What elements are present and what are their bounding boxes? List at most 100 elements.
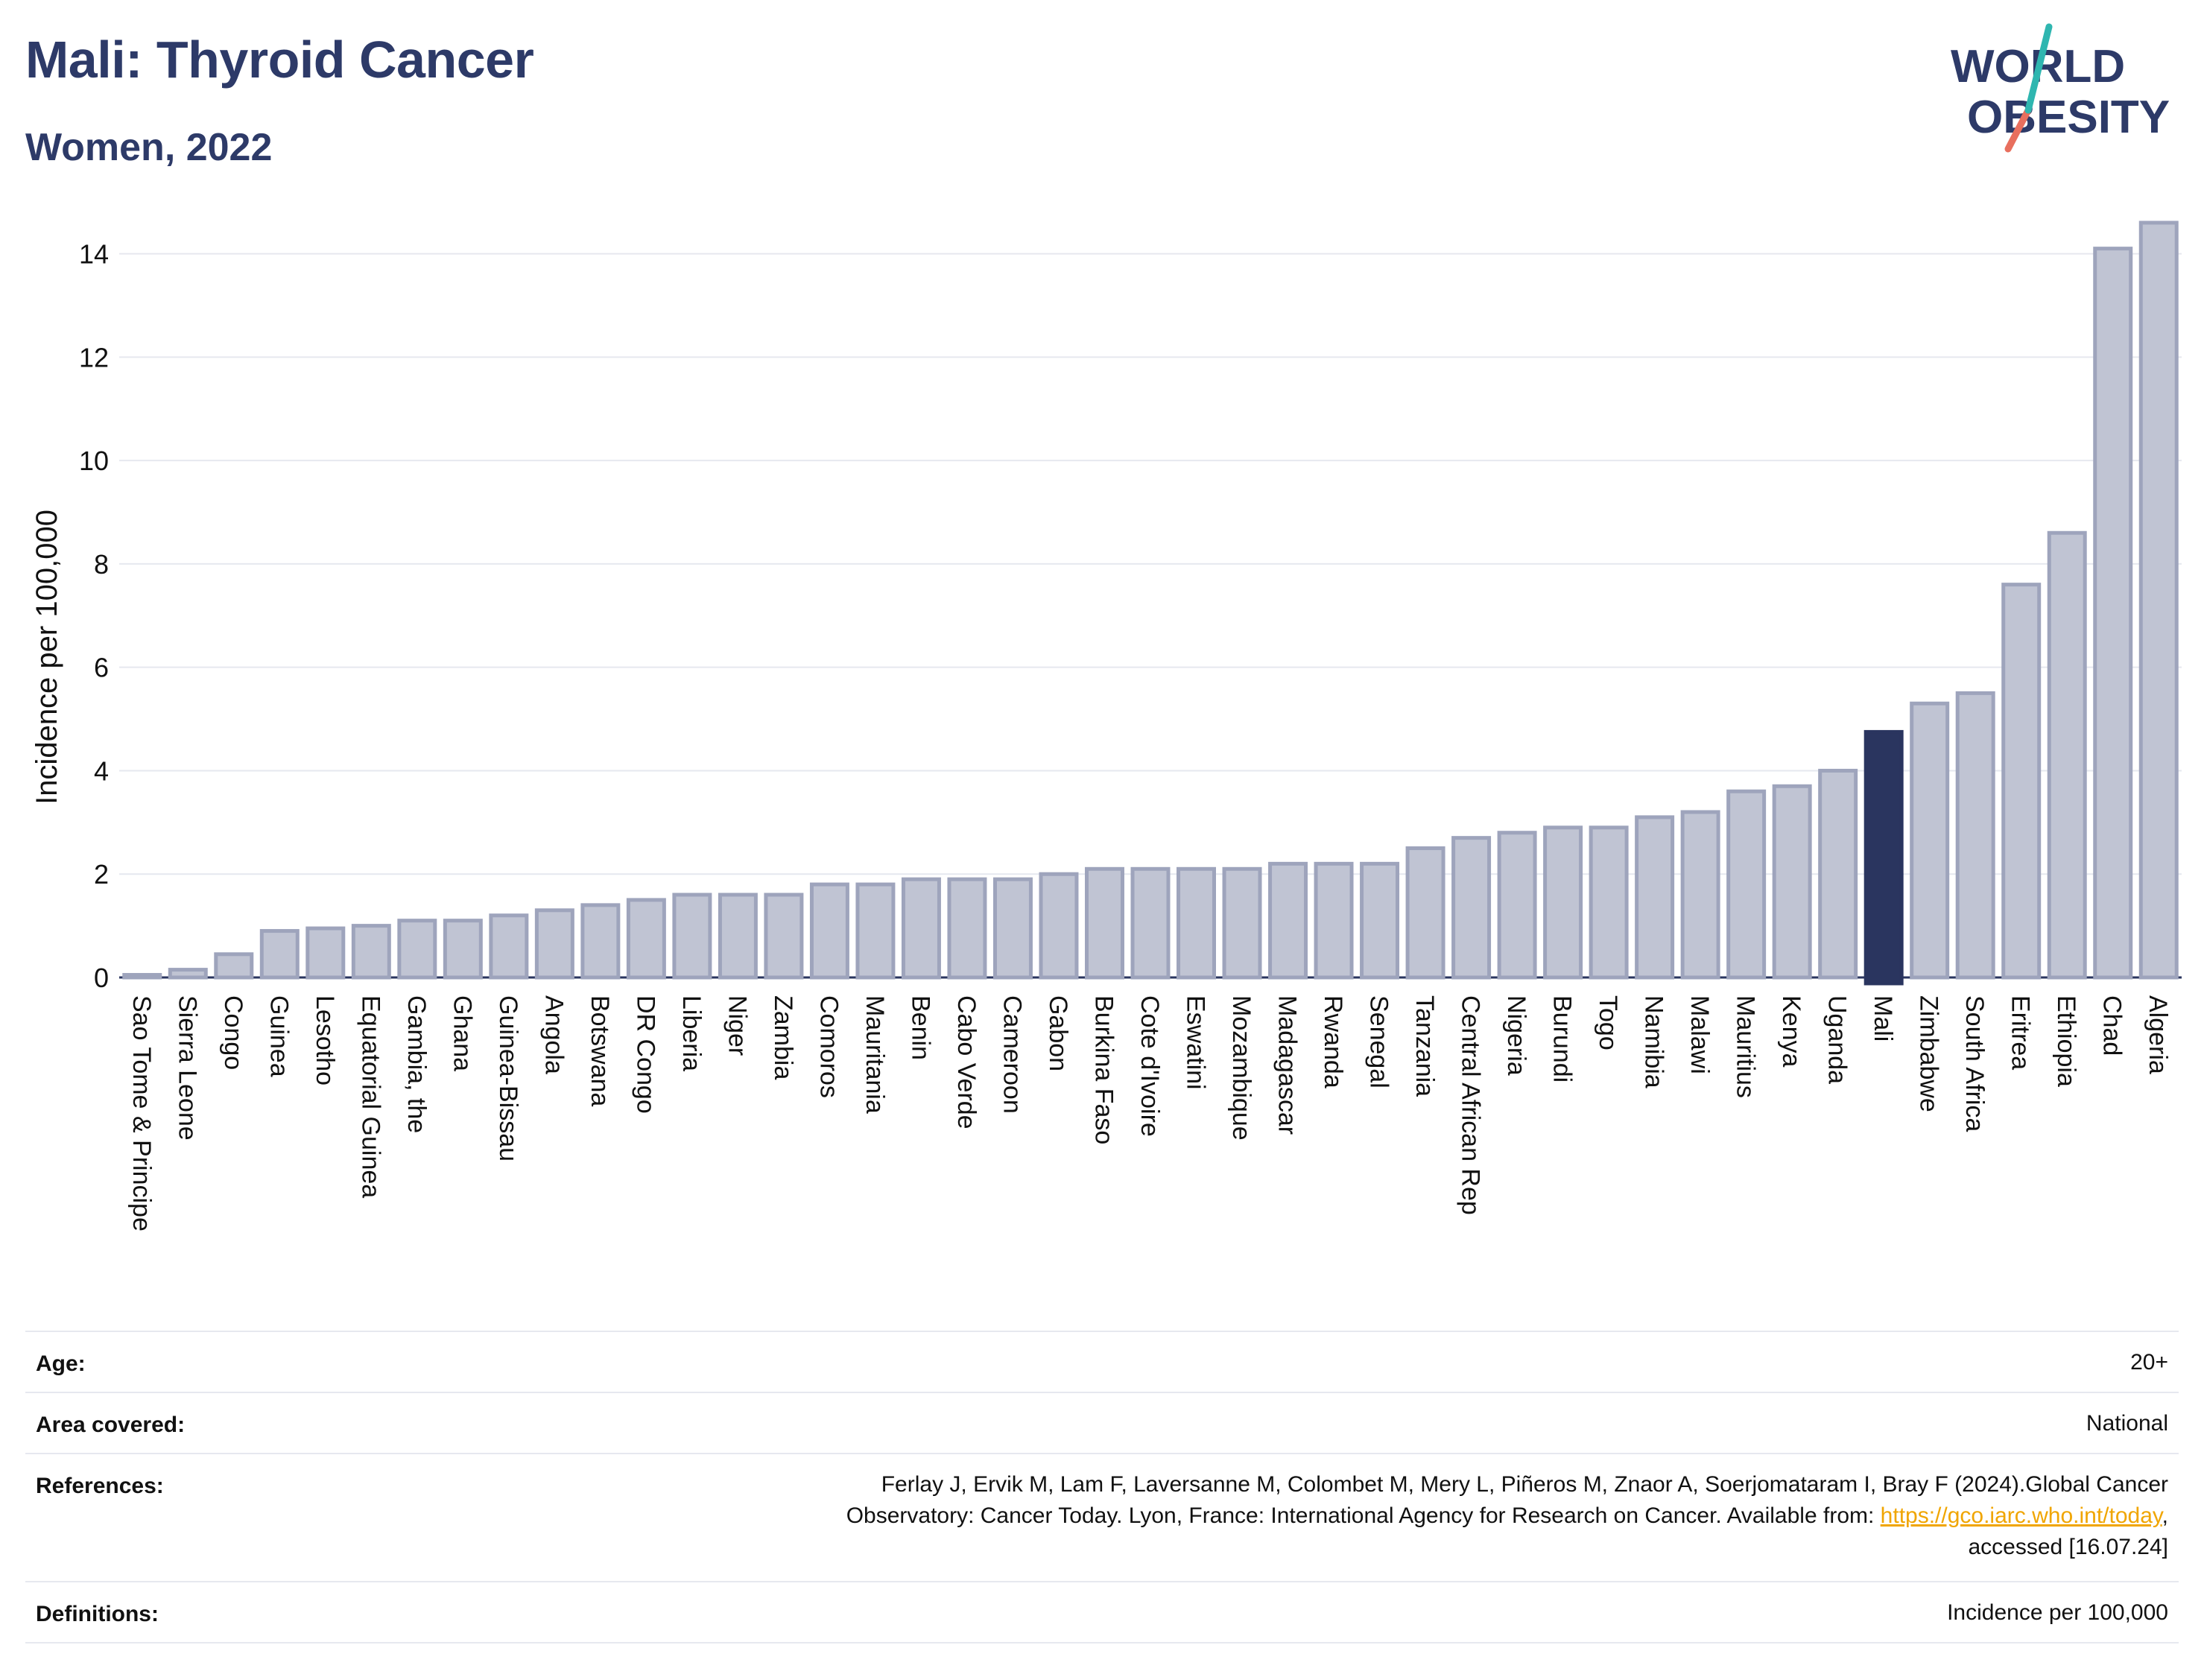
- y-tick-label: 4: [94, 755, 109, 786]
- x-tick-label: Eritrea: [2007, 995, 2035, 1070]
- y-tick-label: 14: [79, 239, 109, 270]
- x-tick-label: Equatorial Guinea: [356, 995, 384, 1198]
- reference-link[interactable]: https://gco.iarc.who.int/today: [1880, 1503, 2162, 1528]
- bar-sao-tome-principe: [122, 973, 162, 980]
- bar-mauritius: [1726, 789, 1767, 980]
- x-tick-label: Benin: [906, 995, 934, 1060]
- reference-line-2-text: Observatory: Cancer Today. Lyon, France:…: [846, 1503, 1881, 1528]
- area-value: National: [2086, 1411, 2168, 1436]
- bar-chart: 0 2 4 6 8 10 12 14 Sao Tome & Principe Sierra Le…: [31, 221, 2182, 1232]
- bar-dr-congo: [626, 898, 666, 980]
- meta-row-references: References: Ferlay J, Ervik M, Lam F, La…: [25, 1453, 2179, 1581]
- x-tick-label: Tanzania: [1410, 995, 1439, 1097]
- world-obesity-logo: WORLD OBESITY: [1937, 21, 2191, 170]
- bar-madagascar: [1268, 861, 1308, 980]
- x-tick-label: Madagascar: [1273, 995, 1302, 1135]
- x-axis-ticks: Sao Tome & Principe Sierra Leone Congo Guin…: [127, 995, 2172, 1232]
- x-tick-label: Central African Rep: [1457, 995, 1485, 1215]
- bar-south-africa: [1955, 691, 1995, 980]
- x-tick-label: Comoros: [814, 995, 843, 1098]
- x-tick-label: Zimbabwe: [1915, 995, 1943, 1112]
- bar-equatorial-guinea: [351, 924, 391, 980]
- references-label: References:: [36, 1474, 164, 1498]
- x-tick-label: Niger: [723, 995, 751, 1056]
- x-tick-label: Senegal: [1365, 995, 1393, 1088]
- x-tick-label: Eswatini: [1182, 995, 1210, 1090]
- bar-kenya: [1772, 784, 1812, 980]
- bar-liberia: [672, 893, 712, 980]
- y-tick-label: 0: [94, 963, 109, 993]
- x-tick-label: Cameroon: [998, 995, 1026, 1114]
- x-tick-label: Malawi: [1685, 995, 1714, 1074]
- bar-ethiopia: [2047, 530, 2087, 980]
- bar-central-african-rep: [1451, 836, 1492, 980]
- bar-gabon: [1039, 872, 1079, 980]
- x-tick-label: South Africa: [1960, 995, 1989, 1132]
- x-tick-label: Gambia, the: [402, 995, 431, 1133]
- reference-line-3: accessed [16.07.24]: [1968, 1535, 2168, 1559]
- y-tick-label: 6: [94, 653, 109, 683]
- reference-line-2-end: ,: [2162, 1503, 2168, 1528]
- bar-eswatini: [1177, 866, 1217, 980]
- bar-togo: [1589, 825, 1629, 980]
- area-label: Area covered:: [36, 1413, 186, 1437]
- bar-botswana: [580, 903, 621, 980]
- y-tick-label: 8: [94, 549, 109, 580]
- y-tick-label: 10: [79, 446, 109, 476]
- x-tick-label: Guinea-Bissau: [494, 995, 522, 1161]
- x-tick-label: Ethiopia: [2052, 995, 2080, 1087]
- x-tick-label: Mauritius: [1732, 995, 1760, 1098]
- x-tick-label: Burkina Faso: [1089, 995, 1118, 1144]
- y-tick-label: 12: [79, 342, 109, 373]
- bar-cameroon: [992, 877, 1033, 980]
- bar-uganda: [1818, 768, 1858, 980]
- bar-rwanda: [1314, 861, 1354, 980]
- bar-niger: [718, 893, 758, 980]
- bar-nigeria: [1497, 831, 1537, 980]
- bar-mali: [1863, 729, 1904, 986]
- x-tick-label: Lesotho: [311, 995, 339, 1085]
- bar-sierra-leone: [168, 968, 208, 980]
- x-tick-label: Algeria: [2144, 995, 2172, 1074]
- chart-title: Mali: Thyroid Cancer: [25, 31, 534, 89]
- bar-algeria: [2138, 221, 2179, 980]
- bar-eritrea: [2001, 583, 2042, 980]
- bar-chad: [2093, 247, 2133, 980]
- bar-guinea: [259, 929, 300, 980]
- bar-mozambique: [1222, 866, 1262, 980]
- x-tick-label: Togo: [1594, 995, 1622, 1050]
- bar-lesotho: [305, 926, 346, 980]
- x-tick-label: Sao Tome & Principe: [127, 995, 156, 1232]
- x-tick-label: Mozambique: [1227, 995, 1255, 1141]
- bar-zimbabwe: [1910, 701, 1950, 980]
- x-tick-label: Sierra Leone: [173, 995, 201, 1141]
- meta-row-area: Area covered: National: [25, 1392, 2179, 1453]
- y-axis-ticks: 0 2 4 6 8 10 12 14: [79, 239, 109, 993]
- bar-gambia-the: [397, 919, 437, 980]
- definitions-value: Incidence per 100,000: [1947, 1600, 2168, 1625]
- x-tick-label: Botswana: [586, 995, 614, 1106]
- meta-row-age: Age: 20+: [25, 1331, 2179, 1392]
- x-tick-label: Burundi: [1548, 995, 1577, 1083]
- bar-ghana: [443, 919, 483, 980]
- x-tick-label: Rwanda: [1319, 995, 1347, 1088]
- x-tick-label: DR Congo: [631, 995, 659, 1114]
- x-tick-label: Ghana: [448, 995, 476, 1071]
- meta-row-definitions: Definitions: Incidence per 100,000: [25, 1581, 2179, 1643]
- bar-senegal: [1360, 861, 1400, 980]
- bar-angola: [534, 908, 574, 980]
- bar-burundi: [1543, 825, 1583, 980]
- bar-mauritania: [855, 882, 896, 980]
- reference-line-2: Observatory: Cancer Today. Lyon, France:…: [380, 1500, 2168, 1532]
- x-tick-label: Zambia: [769, 995, 797, 1080]
- x-tick-label: Gabon: [1044, 995, 1072, 1071]
- y-tick-label: 2: [94, 859, 109, 890]
- x-tick-label: Cote d'Ivoire: [1136, 995, 1164, 1137]
- bar-comoros: [809, 882, 849, 980]
- x-tick-label: Guinea: [265, 995, 293, 1077]
- bar-malawi: [1680, 810, 1720, 980]
- x-tick-label: Kenya: [1777, 995, 1805, 1067]
- x-tick-label: Angola: [539, 995, 568, 1074]
- bar-tanzania: [1405, 846, 1445, 980]
- x-tick-label: Mali: [1869, 995, 1897, 1042]
